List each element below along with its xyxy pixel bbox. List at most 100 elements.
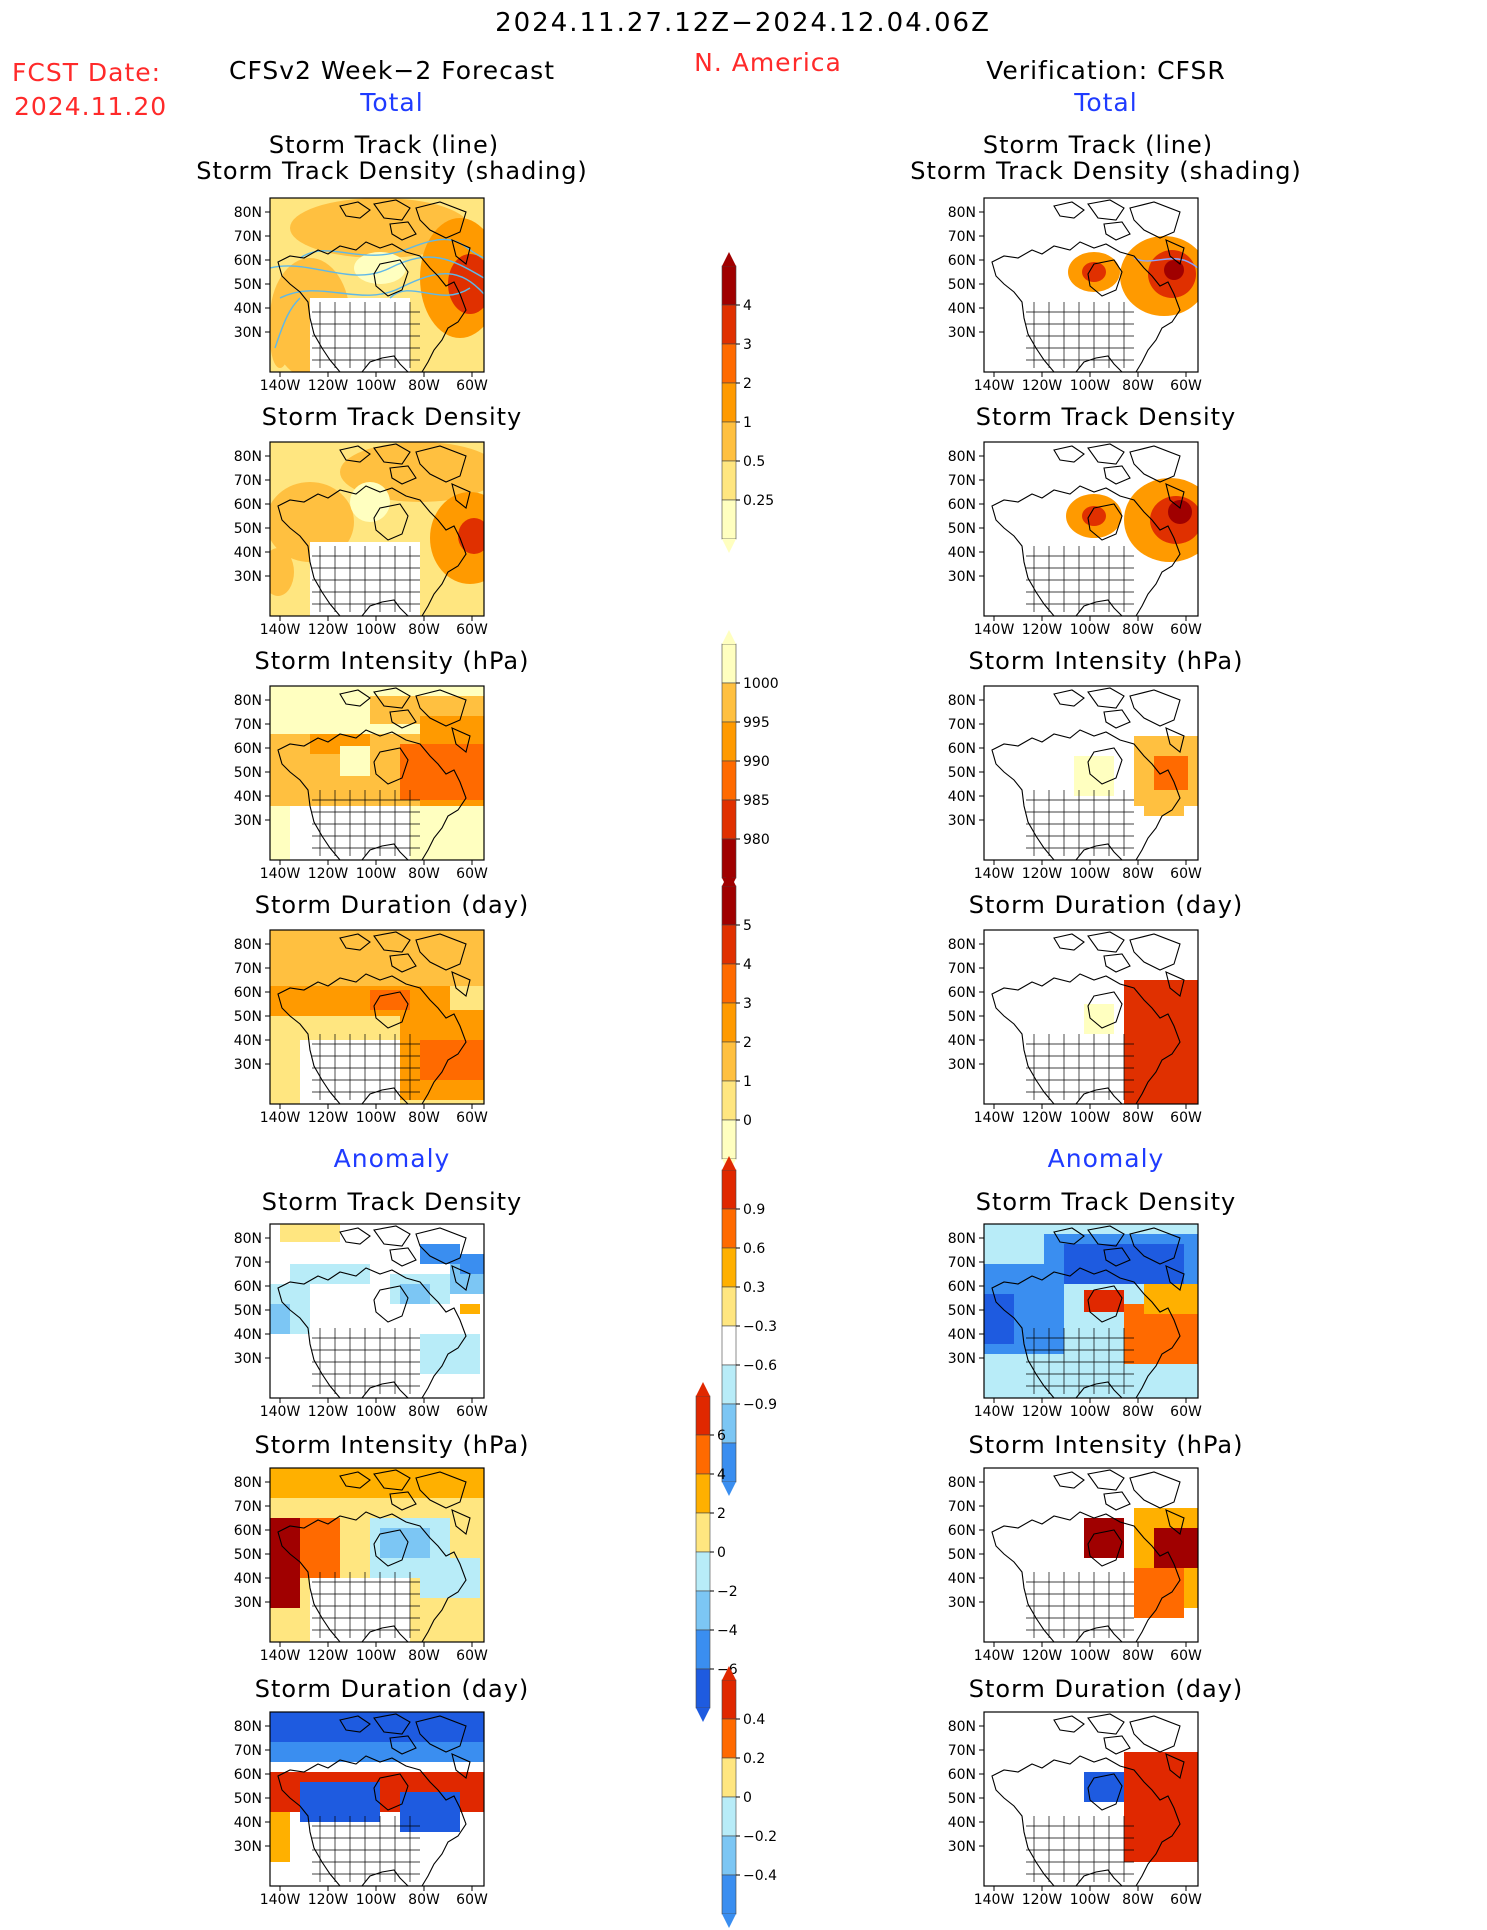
lon-tick-label: 120W xyxy=(1022,1648,1063,1664)
fc-track-title-shading: Storm Track Density (shading) xyxy=(196,157,588,185)
colorbar-swatch xyxy=(721,1796,737,1837)
colorbar-label: 0 xyxy=(743,1790,752,1806)
lat-tick-label: 70N xyxy=(234,961,262,977)
intensity-total-colorbar: 1000 995 990 985 980 xyxy=(718,630,788,894)
fc-anom-density-map: 80N 70N 60N 50N 40N 30N 140W 120W 100W 80W 60W xyxy=(230,1222,492,1428)
lon-tick-label: 80W xyxy=(408,378,440,394)
lat-tick-label: 70N xyxy=(234,1255,262,1271)
vf-density-title: Storm Track Density xyxy=(975,403,1237,431)
lon-tick-label: 140W xyxy=(974,378,1015,394)
colorbar-swatch xyxy=(695,1473,711,1514)
coastline xyxy=(991,1469,1185,1643)
lat-tick-label: 50N xyxy=(948,277,976,293)
colorbar-swatch xyxy=(721,885,737,926)
lat-tick-label: 40N xyxy=(234,789,262,805)
colorbar-swatch xyxy=(721,760,737,801)
lat-tick-label: 40N xyxy=(234,1327,262,1343)
colorbar-swatch xyxy=(695,1629,711,1670)
lat-tick-label: 80N xyxy=(234,205,262,221)
vf-anom-intensity-title: Storm Intensity (hPa) xyxy=(968,1431,1244,1459)
lat-tick-label: 50N xyxy=(234,1547,262,1563)
lat-tick-label: 60N xyxy=(234,985,262,1001)
lat-tick-label: 80N xyxy=(948,1719,976,1735)
lat-tick-label: 50N xyxy=(948,1303,976,1319)
lat-tick-label: 80N xyxy=(948,1475,976,1491)
lon-tick-label: 60W xyxy=(456,622,488,638)
colorbar-swatch xyxy=(695,1551,711,1592)
lat-tick-label: 70N xyxy=(948,717,976,733)
lat-tick-label: 60N xyxy=(948,497,976,513)
lat-tick-label: 70N xyxy=(234,1743,262,1759)
lon-tick-label: 140W xyxy=(974,866,1015,882)
lon-tick-label: 60W xyxy=(1170,378,1202,394)
vf-track-title-shading: Storm Track Density (shading) xyxy=(910,157,1302,185)
lon-tick-label: 60W xyxy=(1170,1404,1202,1420)
lon-tick-label: 100W xyxy=(1070,378,1111,394)
colorbar-swatch xyxy=(721,499,737,540)
duration-anom-colorbar: 0.4 0.2 0 −0.2 −0.4 xyxy=(718,1666,788,1930)
colorbar-swatch xyxy=(721,1041,737,1082)
lat-tick-label: 40N xyxy=(234,1033,262,1049)
lat-tick-label: 80N xyxy=(234,693,262,709)
lat-tick-label: 60N xyxy=(948,741,976,757)
fcst-date-value: 2024.11.20 xyxy=(14,92,168,121)
verification-column-title: Verification: CFSR xyxy=(986,56,1226,85)
lat-tick-label: 40N xyxy=(234,301,262,317)
colorbar-label: 0.6 xyxy=(743,1241,765,1257)
colorbar-label: 990 xyxy=(743,754,770,770)
fc-track-title-line: Storm Track (line) xyxy=(268,131,500,159)
colorbar-swatch xyxy=(695,1512,711,1553)
lat-tick-label: 80N xyxy=(234,1719,262,1735)
fc-anom-density-title: Storm Track Density xyxy=(261,1188,523,1216)
colorbar-swatch xyxy=(721,1119,737,1160)
colorbar-swatch xyxy=(721,1718,737,1759)
lon-tick-label: 100W xyxy=(356,866,397,882)
fc-anomaly-label: Anomaly xyxy=(333,1144,451,1173)
colorbar-swatch xyxy=(721,643,737,684)
lon-tick-label: 140W xyxy=(974,1110,1015,1126)
colorbar-swatch xyxy=(695,1590,711,1631)
lon-tick-label: 80W xyxy=(408,866,440,882)
lat-tick-label: 50N xyxy=(948,1009,976,1025)
lon-tick-label: 100W xyxy=(356,1404,397,1420)
lat-tick-label: 60N xyxy=(234,741,262,757)
fc-track-map: 80N 70N 60N 50N 40N 30N 140W 120W 100W 80W 60W xyxy=(230,196,492,402)
colorbar-swatch xyxy=(721,1169,737,1210)
coastline xyxy=(277,1469,471,1643)
colorbar-label: 985 xyxy=(743,793,770,809)
fc-anom-duration-title: Storm Duration (day) xyxy=(254,1675,530,1703)
lon-tick-label: 120W xyxy=(308,1892,349,1908)
colorbar-swatch xyxy=(721,421,737,462)
lat-tick-label: 30N xyxy=(234,1351,262,1367)
colorbar-label: 2 xyxy=(717,1506,726,1522)
vf-anom-duration-map: 80N 70N 60N 50N 40N 30N 140W 120W 100W 80W 60W xyxy=(944,1710,1206,1916)
colorbar-swatch xyxy=(721,343,737,384)
lon-tick-label: 100W xyxy=(356,1892,397,1908)
lon-tick-label: 60W xyxy=(1170,1648,1202,1664)
colorbar-label: 0.3 xyxy=(743,1280,765,1296)
lon-tick-label: 80W xyxy=(1122,1404,1154,1420)
lat-tick-label: 50N xyxy=(234,1009,262,1025)
lat-tick-label: 60N xyxy=(948,1523,976,1539)
lat-tick-label: 50N xyxy=(234,521,262,537)
colorbar-label: 4 xyxy=(743,957,752,973)
lon-tick-label: 100W xyxy=(1070,1404,1111,1420)
lat-tick-label: 60N xyxy=(234,253,262,269)
lat-tick-label: 70N xyxy=(234,229,262,245)
lon-tick-label: 120W xyxy=(1022,1404,1063,1420)
colorbar-swatch xyxy=(721,382,737,423)
lon-tick-label: 60W xyxy=(456,1648,488,1664)
lon-tick-label: 140W xyxy=(260,622,301,638)
vf-anom-density-map: 80N 70N 60N 50N 40N 30N 140W 120W 100W 80W 60W xyxy=(944,1222,1206,1428)
colorbar-label: 3 xyxy=(743,337,752,353)
lat-tick-label: 50N xyxy=(234,1791,262,1807)
lon-tick-label: 60W xyxy=(1170,1892,1202,1908)
colorbar-label: 0.25 xyxy=(743,493,774,509)
field-shading xyxy=(270,1224,484,1374)
lat-tick-label: 70N xyxy=(234,1499,262,1515)
lon-tick-label: 60W xyxy=(1170,866,1202,882)
lat-tick-label: 80N xyxy=(948,205,976,221)
lon-tick-label: 80W xyxy=(1122,866,1154,882)
coastline xyxy=(277,687,471,861)
field-shading xyxy=(1068,236,1198,316)
